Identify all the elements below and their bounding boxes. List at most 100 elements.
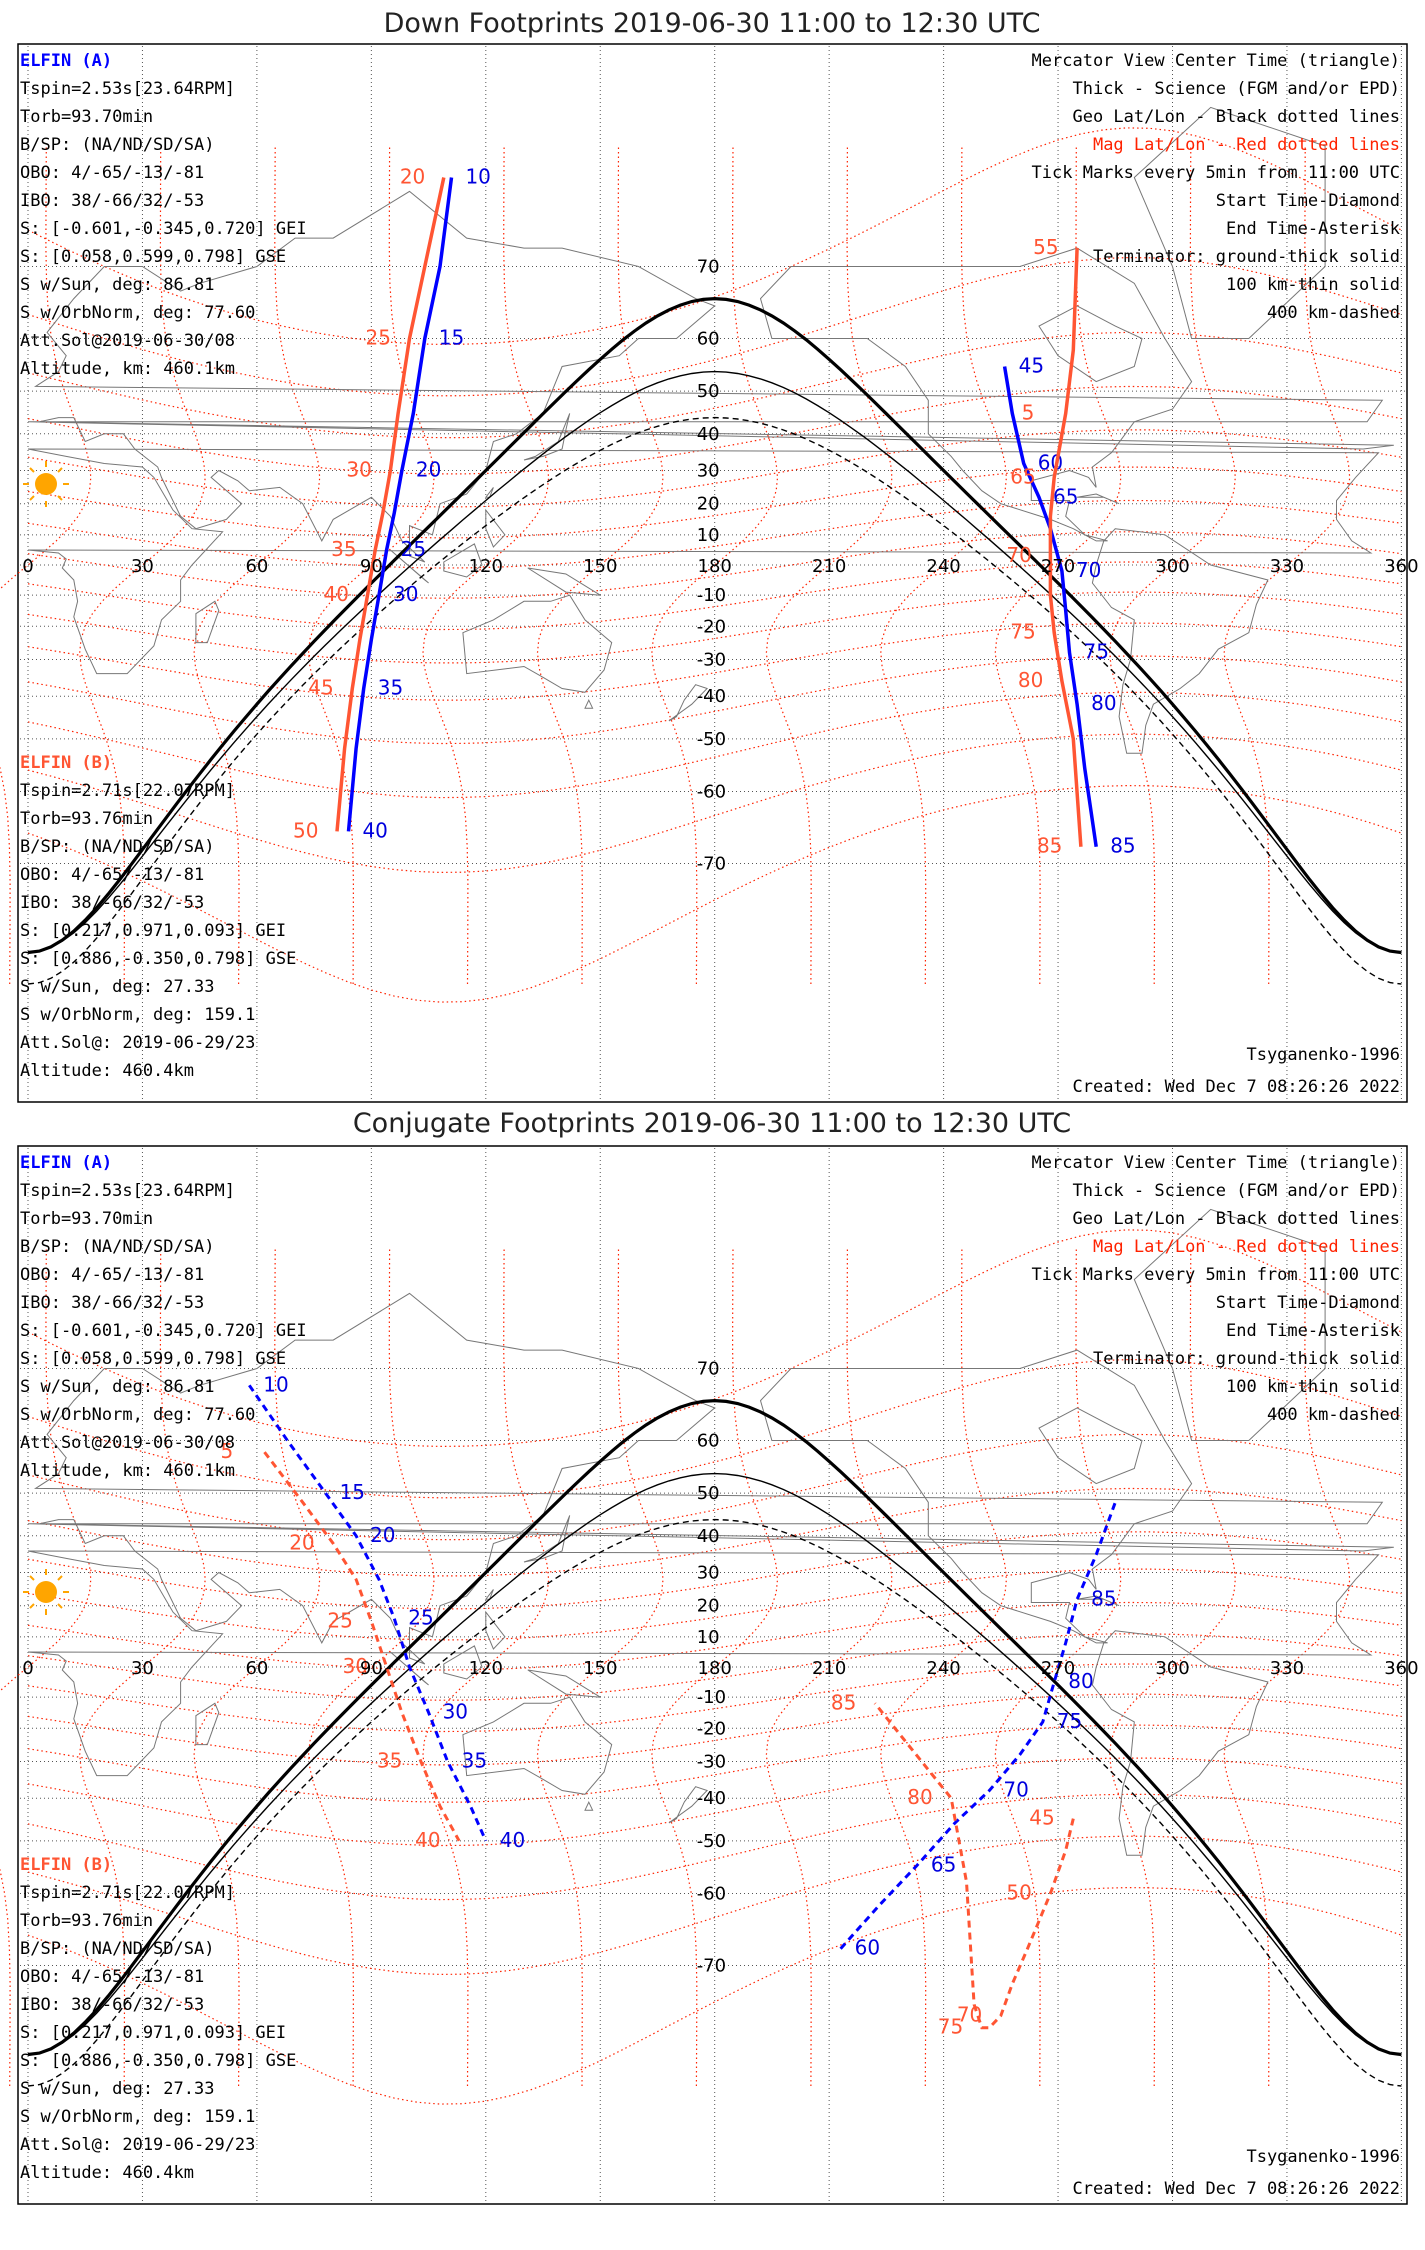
continent-outline	[462, 594, 613, 693]
footprint-track	[263, 1451, 461, 1842]
mag-parallel	[27, 1568, 1402, 1641]
track-tick-label: 75	[1057, 1709, 1082, 1733]
legend: Mercator View Center Time (triangle) Thi…	[1032, 51, 1400, 323]
legend-line: Mag Lat/Lon - Red dotted lines	[1093, 135, 1400, 155]
continent-outline	[1091, 1630, 1269, 1856]
model-label: Tsyganenko-1996	[1246, 1045, 1400, 1065]
elfin-a-line: IBO: 38/-66/32/-53	[20, 1293, 204, 1313]
track-tick-label: 65	[1053, 484, 1078, 508]
x-tick-label: 270	[1041, 556, 1075, 577]
elfin-a-line: S: [-0.601,-0.345,0.720] GEI	[20, 1321, 307, 1341]
footprint-track	[248, 1384, 488, 1842]
y-tick-label: -40	[697, 686, 726, 707]
mag-meridian	[79, 1247, 206, 2087]
legend-line: Mercator View Center Time (triangle)	[1032, 1153, 1400, 1173]
track-tick-label: 10	[465, 165, 490, 189]
elfin-b-line: S w/OrbNorm, deg: 159.1	[20, 2107, 255, 2127]
legend-line: 400 km-dashed	[1267, 1405, 1400, 1425]
sun-icon	[23, 1569, 69, 1615]
x-tick-label: 330	[1270, 556, 1304, 577]
terminator-line	[27, 1518, 1402, 2087]
track-tick-label: 60	[855, 1936, 880, 1960]
elfin-b-line: OBO: 4/-65/-13/-81	[20, 865, 204, 885]
y-tick-label: -70	[697, 1955, 726, 1976]
elfin-a-line: S w/Sun, deg: 86.81	[20, 1377, 214, 1397]
continent-outline	[27, 190, 1394, 563]
mag-meridian	[422, 1247, 550, 2087]
mag-parallel	[27, 466, 1402, 539]
elfin-b-line: Altitude: 460.4km	[20, 1061, 194, 1081]
legend: Mercator View Center Time (triangle) Thi…	[1032, 1153, 1400, 1425]
continent-outline	[1133, 106, 1326, 339]
elfin-a-line: B/SP: (NA/ND/SD/SA)	[20, 135, 214, 155]
x-tick-label: 330	[1270, 1658, 1304, 1679]
continent-outline	[195, 1702, 220, 1746]
track-tick-label: 85	[1037, 834, 1062, 858]
continent-outline	[195, 600, 220, 644]
elfin-a-line: S w/Sun, deg: 86.81	[20, 275, 214, 295]
mag-parallel	[27, 1886, 1402, 2105]
mag-meridian	[994, 1247, 1122, 2087]
mag-parallel	[27, 591, 1402, 664]
track-tick-label: 30	[346, 458, 371, 482]
footprint-track	[1002, 366, 1098, 847]
track-tick-label: 35	[331, 537, 356, 561]
elfin-a-name: ELFIN (A)	[20, 1153, 112, 1173]
track-tick-label: 85	[1110, 834, 1135, 858]
track-tick-label: 25	[401, 537, 426, 561]
legend-line: Mercator View Center Time (triangle)	[1032, 51, 1400, 71]
track-tick-label: 40	[362, 818, 387, 842]
x-tick-label: 240	[926, 1658, 960, 1679]
continent-outline	[484, 1589, 494, 1600]
track-tick-label: 45	[1019, 353, 1044, 377]
continent-outline	[1133, 1208, 1326, 1441]
mag-meridian	[536, 1247, 664, 2087]
y-tick-label: 50	[697, 381, 720, 402]
x-tick-label: 180	[698, 1658, 732, 1679]
track-tick-label: 75	[938, 2015, 963, 2039]
mag-meridian	[994, 145, 1122, 985]
y-tick-label: -30	[697, 649, 726, 670]
terminator-line	[27, 296, 1402, 955]
elfin-a-line: S w/OrbNorm, deg: 77.60	[20, 303, 255, 323]
legend-line: Start Time-Diamond	[1216, 1293, 1400, 1313]
track-tick-label: 70	[1003, 1777, 1028, 1801]
continent-outline	[1077, 1595, 1120, 1607]
y-tick-label: 30	[697, 461, 720, 482]
track-tick-label: 25	[327, 1608, 352, 1632]
sun-icon	[23, 461, 69, 507]
track-tick-label: 25	[366, 325, 391, 349]
continent-outline	[668, 684, 709, 722]
mag-meridian	[651, 145, 779, 985]
track-tick-label: 25	[408, 1605, 433, 1629]
y-tick-label: -50	[697, 1831, 726, 1852]
terminator-line	[27, 370, 1402, 954]
x-tick-label: 360	[1384, 1658, 1418, 1679]
mag-meridian	[0, 145, 92, 985]
track-tick-label: 20	[400, 165, 425, 189]
y-tick-label: 40	[697, 424, 720, 445]
continent-outline	[443, 543, 483, 578]
mag-parallel	[27, 256, 1402, 397]
track-tick-label: 80	[907, 1785, 932, 1809]
elfin-b-line: Tspin=2.71s[22.07RPM]	[20, 781, 235, 801]
x-tick-label: 210	[812, 1658, 846, 1679]
mag-meridian	[307, 1247, 435, 2087]
y-tick-label: -40	[697, 1788, 726, 1809]
continent-outline	[1038, 305, 1143, 383]
mag-meridian	[1109, 1247, 1236, 2087]
y-tick-label: -30	[697, 1751, 726, 1772]
x-tick-label: 0	[22, 1658, 33, 1679]
mag-meridian	[79, 145, 206, 985]
track-tick-label: 30	[393, 582, 418, 606]
continent-outlines	[27, 1208, 1394, 1856]
elfin-a-info: ELFIN (A) Tspin=2.53s[23.64RPM] Torb=93.…	[20, 1153, 307, 1481]
map-frame	[17, 1145, 1408, 2205]
elfin-a-line: S w/OrbNorm, deg: 77.60	[20, 1405, 255, 1425]
model-label: Tsyganenko-1996	[1246, 2147, 1400, 2167]
elfin-b-line: S w/Sun, deg: 27.33	[20, 977, 214, 997]
x-tick-label: 90	[360, 1658, 383, 1679]
continent-outlines	[27, 106, 1394, 754]
continent-outline	[1077, 493, 1120, 505]
track-tick-label: 45	[308, 675, 333, 699]
